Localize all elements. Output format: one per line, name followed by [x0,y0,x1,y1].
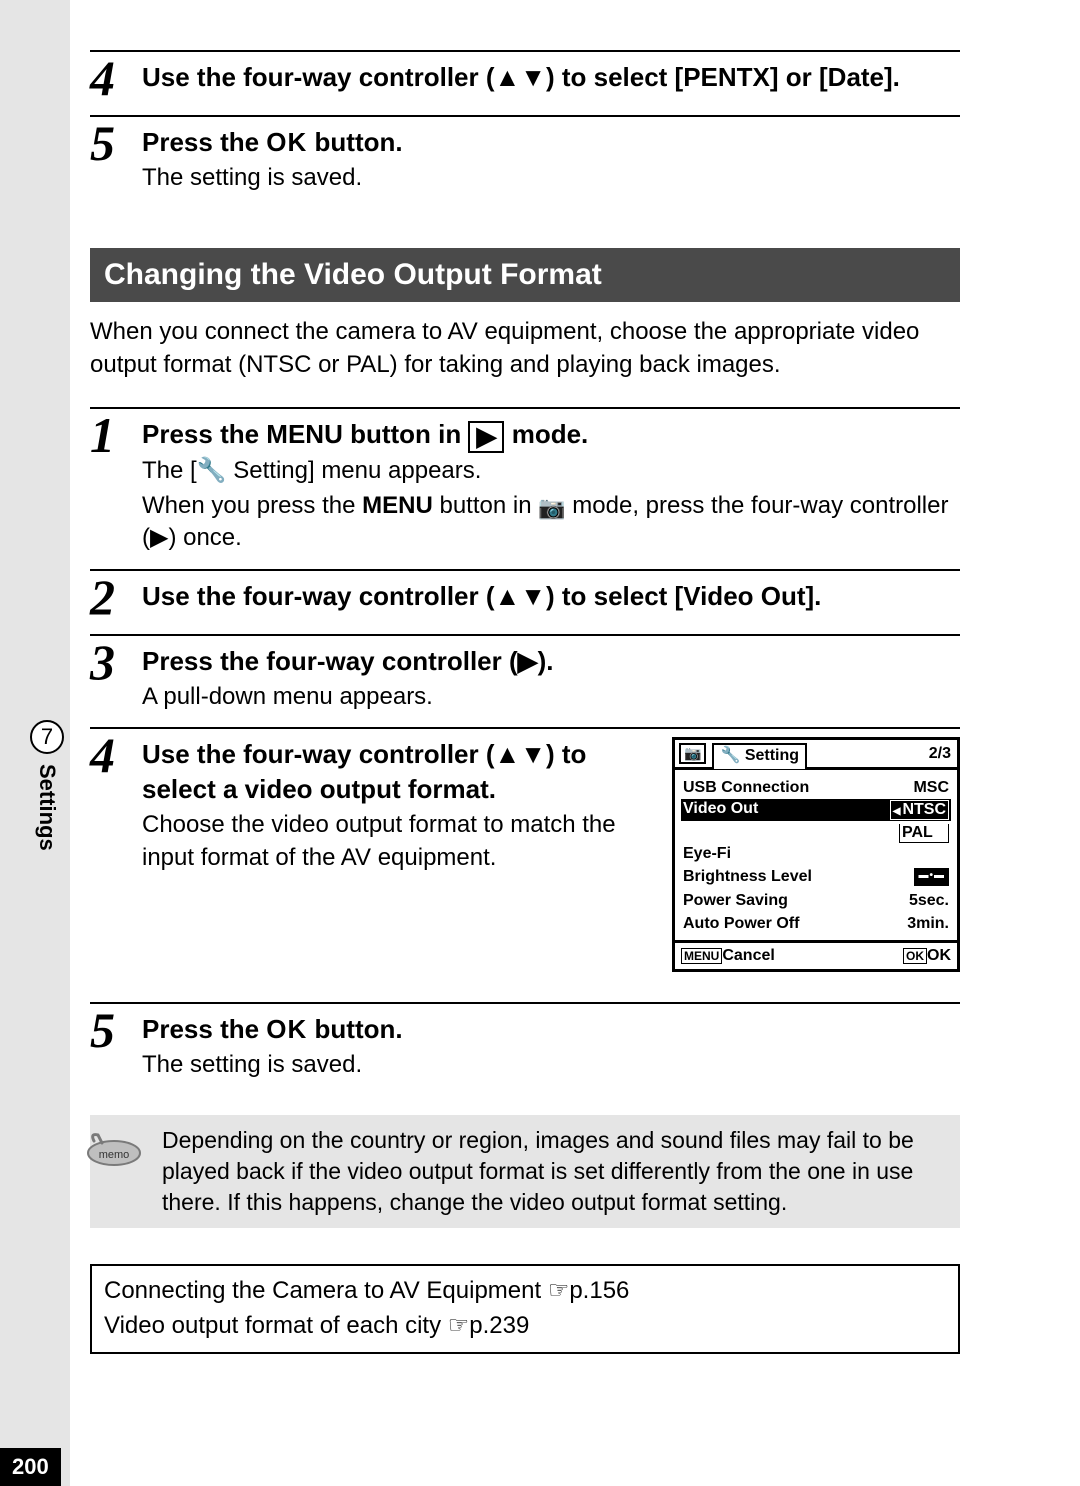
step-4: 4 Use the four-way controller (▲▼) to se… [90,727,960,1001]
step-heading: Press the MENU button in ▶ mode. [142,417,960,453]
step-number: 3 [90,640,120,685]
menu-button-box: MENU [681,948,722,964]
ok-button-label: OK [266,127,307,157]
text: Setting] menu appears. [227,457,482,484]
section-title: Changing the Video Output Format [90,248,960,302]
memo-note: memo Depending on the country or region,… [90,1115,960,1228]
lcd-setting-label: Brightness Level [683,868,812,886]
step-2: 2 Use the four-way controller (▲▼) to se… [90,569,960,634]
lcd-page-indicator: 2/3 [929,745,951,763]
text: Press the [142,419,266,449]
step-number: 5 [90,121,120,166]
step-heading: Use the four-way controller (▲▼) to sele… [142,579,960,614]
lcd-setting-value: 3min. [907,915,949,933]
lcd-row-usb: USB Connection MSC [683,776,949,800]
step-heading: Press the OK button. [142,1012,960,1047]
lcd-setting-label: Eye-Fi [683,845,731,863]
lcd-row-auto-power-off: Auto Power Off 3min. [683,912,949,936]
step-subtext: The setting is saved. [142,1049,960,1081]
lcd-header: 📷 🔧 Setting 2/3 [675,740,957,770]
page-content: 4 Use the four-way controller (▲▼) to se… [90,50,960,1354]
step-subtext: The setting is saved. [142,162,960,194]
memo-text: Depending on the country or region, imag… [162,1125,946,1218]
step-subtext: When you press the MENU button in 📷 mode… [142,490,960,555]
lcd-body: USB Connection MSC Video Out NTSC PAL Ey… [675,770,957,940]
step-number: 2 [90,575,120,620]
memo-icon: memo [84,1127,144,1167]
step-4-top: 4 Use the four-way controller (▲▼) to se… [90,50,960,115]
chapter-label: Settings [34,764,60,851]
step-heading: Press the four-way controller (▶). [142,644,960,679]
step-5-top: 5 Press the OK button. The setting is sa… [90,115,960,208]
step-3: 3 Press the four-way controller (▶). A p… [90,634,960,727]
ok-button-box: OK [903,948,927,964]
text: mode. [504,419,588,449]
playback-mode-icon: ▶ [468,421,504,453]
lcd-setting-label: Video Out [683,800,758,820]
step-number: 4 [90,733,120,778]
lcd-setting-value: 5sec. [909,892,949,910]
lcd-row-eyefi: Eye-Fi [683,842,949,866]
menu-button-label: MENU [266,419,343,449]
step-number: 1 [90,413,120,458]
camera-lcd-screenshot: 📷 🔧 Setting 2/3 USB Connection MSC Video… [672,737,960,971]
lcd-ok-hint: OKOK [903,947,951,965]
step-heading: Use the four-way controller (▲▼) to sele… [142,60,960,95]
menu-button-label: MENU [362,492,433,519]
lcd-footer: MENUCancel OKOK [675,940,957,969]
reference-line: Connecting the Camera to AV Equipment ☞p… [104,1274,946,1309]
lcd-setting-value: MSC [913,779,949,797]
text: button in [433,492,538,519]
step-subtext: Choose the video output format to match … [142,809,646,874]
reference-box: Connecting the Camera to AV Equipment ☞p… [90,1264,960,1354]
section-intro: When you connect the camera to AV equipm… [90,316,960,381]
text: button in [343,419,469,449]
step-subtext: A pull-down menu appears. [142,681,960,713]
ok-label: OK [927,947,951,964]
lcd-menu-title: Setting [745,747,799,764]
text: button. [307,1014,402,1044]
ok-button-label: OK [266,1014,307,1044]
step-5: 5 Press the OK button. The setting is sa… [90,1002,960,1095]
lcd-row-brightness: Brightness Level ▬•▬ [683,865,949,889]
reference-line: Video output format of each city ☞p.239 [104,1309,946,1344]
lcd-row-video-out: Video Out NTSC [681,799,951,821]
step-subtext: The [🔧 Setting] menu appears. [142,455,960,487]
step-text: Press the [142,127,266,157]
text: Press the [142,1014,266,1044]
wrench-icon: 🔧 [197,457,227,484]
step-text: button. [307,127,402,157]
lcd-dropdown-option: PAL [899,824,949,843]
page-number: 200 [0,1448,61,1486]
lcd-setting-label: USB Connection [683,779,809,797]
brightness-meter-icon: ▬•▬ [914,868,949,886]
step-heading: Use the four-way controller (▲▼) to sele… [142,737,646,807]
step-number: 4 [90,56,120,101]
lcd-row-power-saving: Power Saving 5sec. [683,889,949,913]
camera-tab-icon: 📷 [679,743,706,763]
svg-text:memo: memo [99,1149,130,1161]
lcd-setting-label: Power Saving [683,892,788,910]
lcd-setting-value-selected: NTSC [890,800,949,820]
text: When you press the [142,492,362,519]
lcd-setting-label: Auto Power Off [683,915,799,933]
text: The [ [142,457,197,484]
lcd-cancel-hint: MENUCancel [681,947,775,965]
step-1: 1 Press the MENU button in ▶ mode. The [… [90,407,960,568]
chapter-side-tab: 7 Settings [30,720,64,851]
step-number: 5 [90,1008,120,1053]
camera-mode-icon: 📷 [538,493,565,523]
step-heading: Press the OK button. [142,125,960,160]
settings-tab-icon: 🔧 Setting [712,743,807,769]
cancel-label: Cancel [722,947,774,964]
chapter-number-circle: 7 [30,720,64,754]
